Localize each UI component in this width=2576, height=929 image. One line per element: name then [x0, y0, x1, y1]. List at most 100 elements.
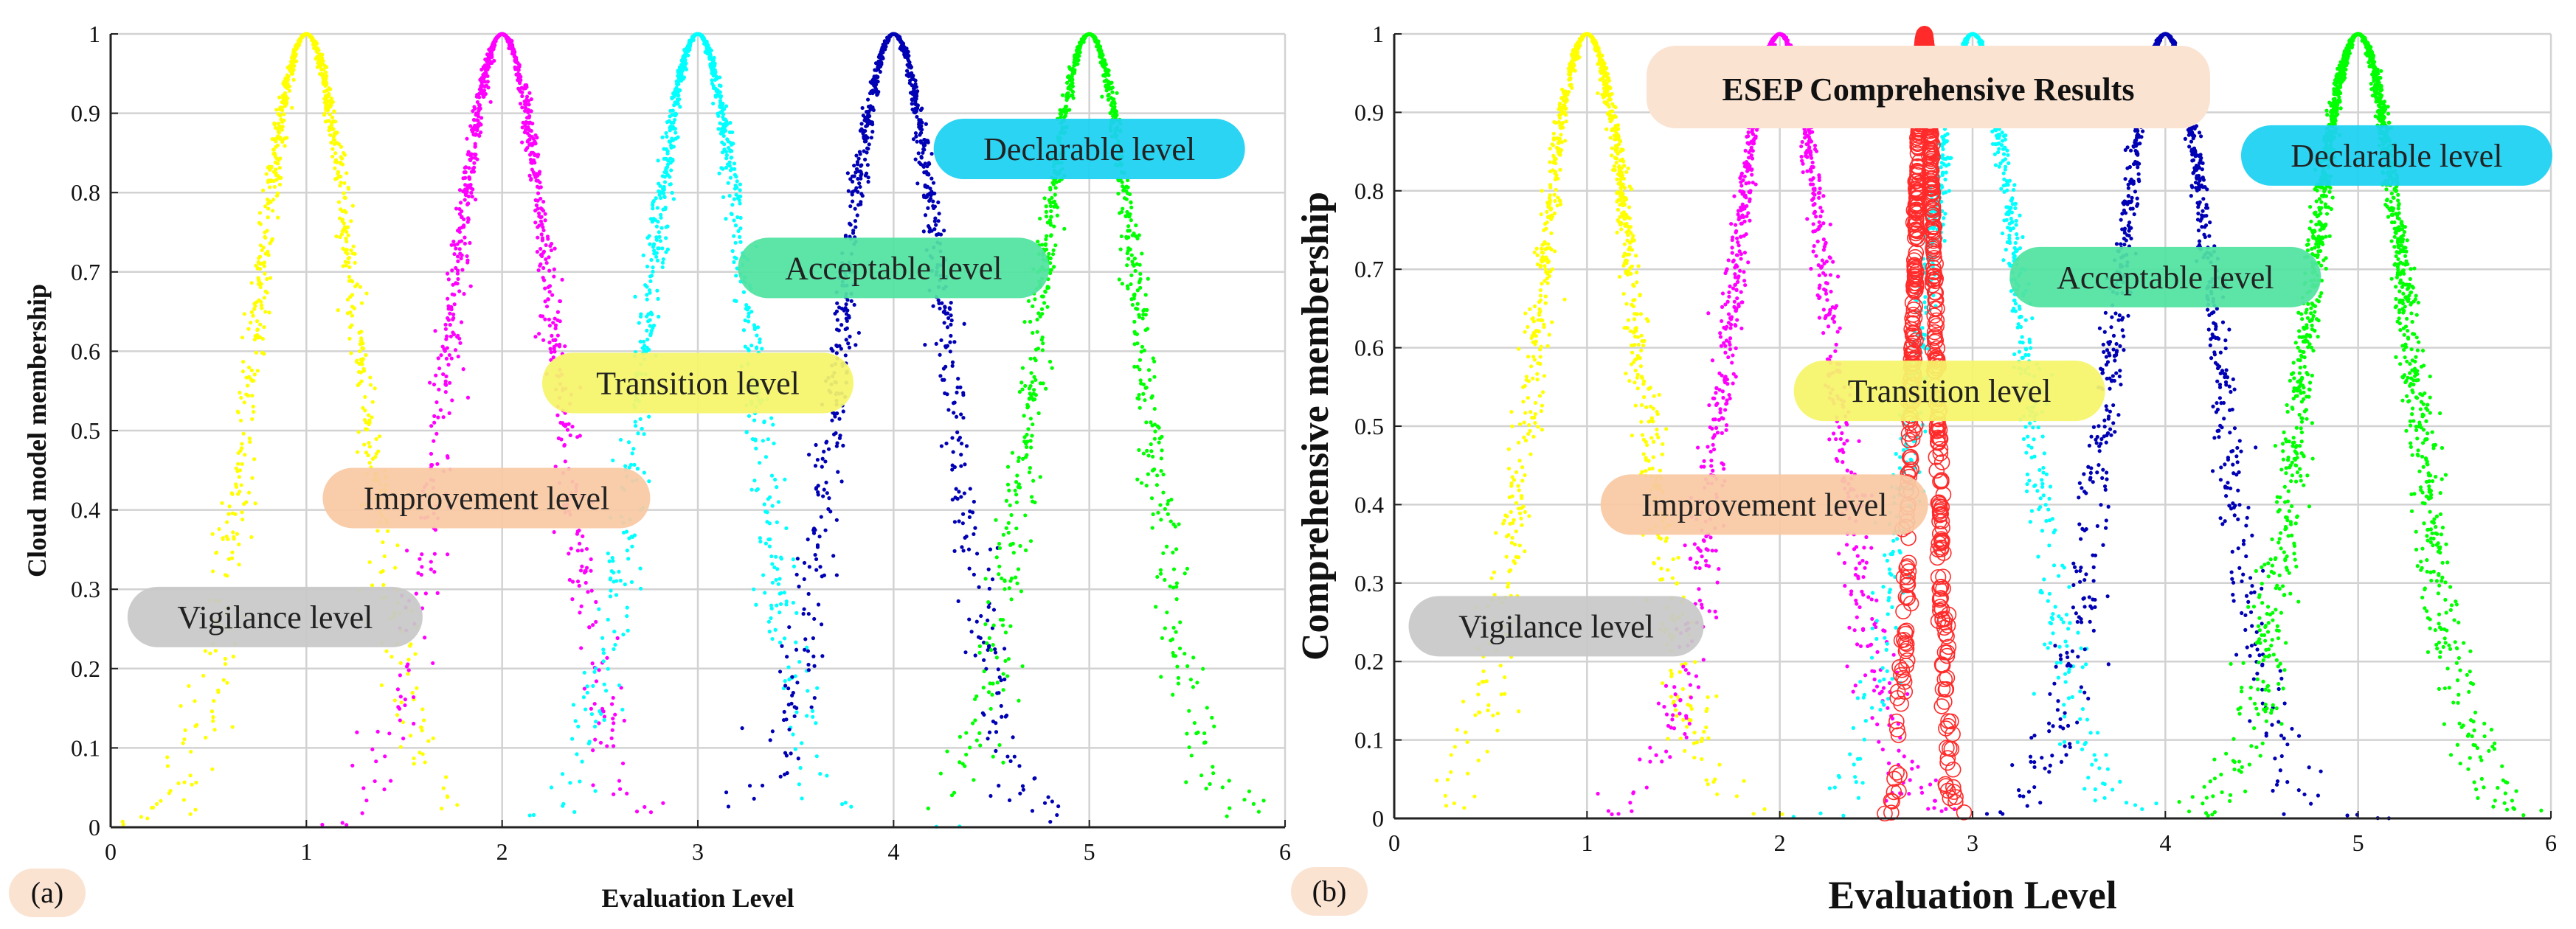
data-point	[1048, 256, 1053, 260]
data-point	[949, 313, 953, 318]
data-point	[547, 340, 552, 344]
data-point	[1009, 512, 1014, 518]
data-point	[1053, 192, 1057, 197]
data-point	[580, 759, 584, 764]
data-point	[370, 583, 375, 588]
data-point	[720, 111, 724, 115]
data-point	[828, 509, 833, 514]
data-point	[1523, 330, 1527, 334]
data-point	[1658, 468, 1663, 473]
data-point	[334, 234, 339, 239]
data-point	[471, 117, 477, 122]
data-point	[443, 775, 449, 779]
data-point	[594, 720, 598, 724]
data-point	[606, 667, 610, 671]
y-tick-label: 0.4	[71, 497, 100, 523]
data-point	[1169, 498, 1174, 502]
data-point	[656, 296, 660, 301]
data-point	[855, 162, 860, 167]
data-point	[1527, 514, 1531, 518]
data-point	[592, 669, 597, 674]
data-point	[766, 619, 772, 624]
data-point	[1640, 433, 1645, 437]
data-point	[398, 695, 403, 699]
data-point	[471, 187, 475, 192]
data-point	[823, 459, 828, 464]
data-point	[429, 567, 433, 571]
data-point	[1192, 720, 1197, 726]
data-point	[1166, 512, 1170, 516]
data-point	[593, 737, 598, 742]
data-point	[817, 535, 822, 539]
data-point	[987, 586, 991, 591]
data-point	[1020, 784, 1025, 788]
data-point	[336, 308, 340, 313]
data-point	[835, 301, 839, 305]
data-point	[856, 156, 861, 161]
data-point	[949, 333, 953, 338]
data-point	[868, 91, 873, 96]
data-point	[876, 74, 880, 79]
data-point	[843, 306, 848, 310]
data-point	[323, 119, 328, 124]
data-point	[1734, 794, 1739, 798]
data-point	[1047, 198, 1051, 203]
data-point	[1644, 469, 1648, 473]
data-point	[534, 203, 539, 208]
data-point	[1014, 526, 1019, 531]
data-point	[655, 258, 660, 262]
data-point	[317, 72, 322, 76]
data-point	[1081, 38, 1085, 43]
data-point	[990, 577, 995, 582]
data-point	[645, 297, 649, 302]
data-point	[904, 69, 910, 73]
data-point	[403, 697, 407, 702]
data-point	[613, 642, 617, 647]
data-point	[938, 352, 942, 357]
data-point	[552, 530, 556, 535]
data-point	[1539, 212, 1543, 217]
data-point	[941, 310, 946, 314]
data-point	[687, 42, 691, 46]
data-point	[674, 86, 679, 90]
data-point	[651, 265, 655, 270]
data-point	[282, 118, 286, 122]
data-point	[1154, 483, 1160, 487]
data-point	[221, 536, 225, 540]
data-point	[239, 483, 243, 487]
data-point	[845, 326, 849, 330]
data-point	[1160, 434, 1164, 439]
data-point	[841, 443, 845, 448]
data-point	[775, 520, 779, 524]
data-point	[611, 717, 615, 721]
data-point	[444, 356, 449, 361]
data-point	[1171, 567, 1177, 571]
data-point	[477, 103, 482, 108]
data-point	[1008, 759, 1013, 763]
data-point	[1138, 378, 1143, 383]
data-point	[610, 555, 614, 560]
data-point	[414, 591, 418, 596]
data-point	[1189, 754, 1194, 758]
data-point	[660, 135, 665, 139]
data-point	[851, 229, 856, 233]
data-point	[732, 218, 736, 223]
data-point	[250, 378, 255, 383]
data-point	[455, 271, 460, 276]
data-point	[322, 80, 327, 84]
data-point	[910, 102, 914, 106]
data-point	[724, 153, 730, 158]
data-point	[1160, 448, 1164, 453]
data-point	[1020, 664, 1025, 669]
data-point	[349, 248, 353, 253]
data-point	[1076, 58, 1080, 63]
data-point	[1129, 200, 1133, 204]
data-point	[1137, 392, 1141, 397]
data-point	[356, 430, 361, 434]
data-point	[949, 300, 953, 305]
data-point	[994, 555, 999, 560]
data-point	[959, 453, 963, 457]
data-point	[187, 683, 191, 689]
data-point	[344, 263, 348, 268]
data-point	[252, 457, 257, 462]
